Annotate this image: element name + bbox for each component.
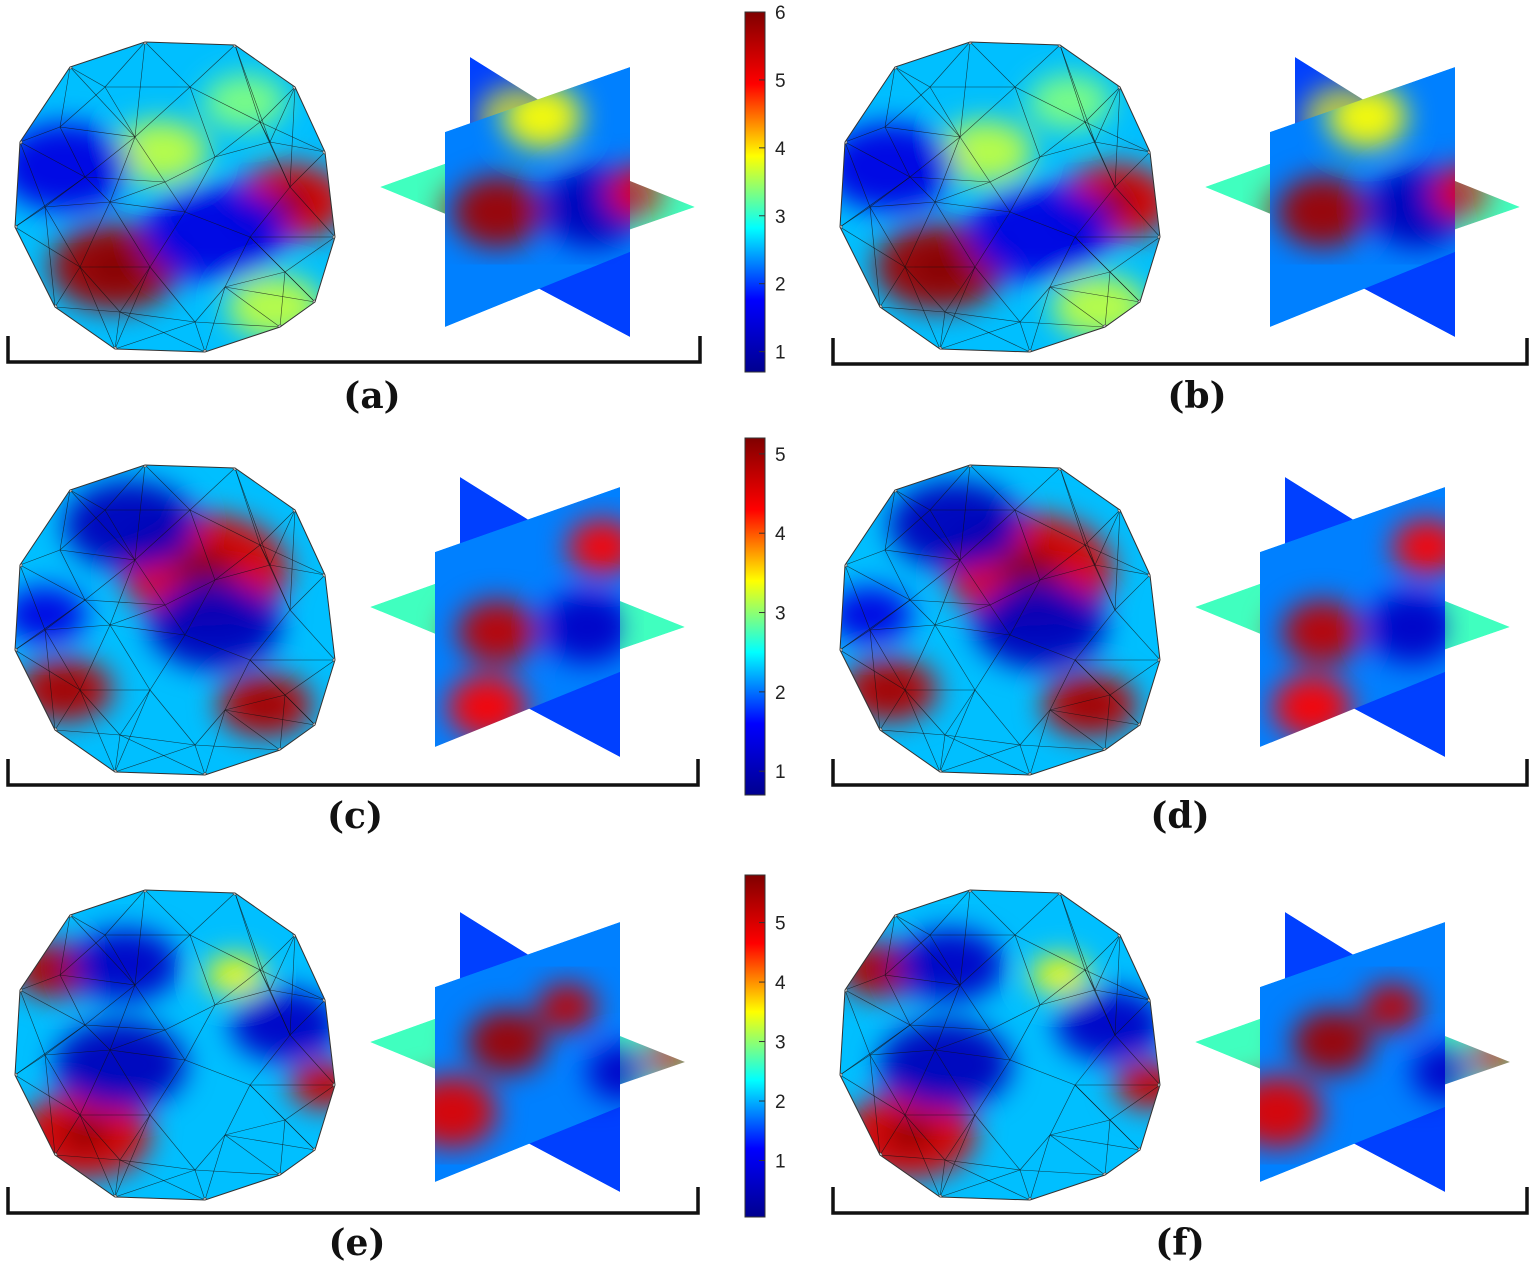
field-spot [1056,989,1160,1061]
sphere-mesh-2 [14,464,336,776]
volume-slices-1 [1205,57,1520,337]
field-spot [840,123,956,211]
volume-slices-3 [1195,477,1510,757]
field-spot [1030,955,1090,995]
colorbar-tick-label: 2 [775,683,786,704]
panel-brace [831,759,1529,787]
field-spot [205,955,265,995]
vol-front-slice [445,67,630,327]
colorbar-gradient [744,874,766,1218]
colorbar-gradient [744,11,766,373]
field-spot [15,123,131,211]
sphere-mesh-4 [14,889,336,1201]
sphere-mesh-3 [839,464,1161,776]
sphere-mesh-5 [839,889,1161,1201]
panel-label-d: (d) [1150,795,1210,837]
panel-label-b: (b) [1167,375,1227,417]
field-spot [896,929,1004,1001]
field-spot [149,581,281,669]
field-spot [203,74,287,130]
field-spot [143,184,287,280]
field-spot [54,1021,186,1109]
sphere-mesh-0 [14,41,336,353]
field-spot [64,481,196,569]
panel-brace [831,1187,1529,1215]
colorbar-tick-label: 1 [775,1151,786,1172]
colorbar-tick-label: 4 [775,524,786,545]
colorbar-tick-label: 5 [775,71,786,92]
colorbar-tick-label: 2 [775,275,786,296]
panel-label-a: (a) [343,375,401,417]
colorbar-tick-label: 2 [775,1092,786,1113]
colorbar-tick-label: 1 [775,343,786,364]
colorbar-tick-label: 3 [775,1033,786,1054]
panel-brace [6,1187,700,1215]
panel-brace [6,759,700,787]
field-spot [840,587,912,643]
panel-label-e: (e) [328,1222,386,1264]
panel-label-c: (c) [327,795,383,837]
field-spot [15,587,87,643]
field-spot [231,989,335,1061]
sphere-mesh-1 [839,41,1161,353]
panel-brace [6,336,702,364]
panel-label-f: (f) [1155,1222,1205,1264]
colorbar-tick-label: 6 [775,3,786,24]
colorbar-gradient [744,437,766,796]
field-spot [889,481,1021,569]
vol-front-slice [1270,67,1455,327]
field-spot [1028,74,1112,130]
volume-slices-0 [380,57,695,337]
vol-front-slice [1260,922,1445,1182]
colorbar-tick-label: 5 [775,445,786,466]
colorbar-tick-label: 1 [775,762,786,783]
colorbar-tick-label: 4 [775,973,786,994]
colorbar-tick-label: 3 [775,604,786,625]
field-spot [974,581,1106,669]
field-spot [968,184,1112,280]
colorbar-3: 1 2 3 4 5 [744,874,786,1218]
colorbar-tick-label: 5 [775,914,786,935]
colorbar-2: 1 2 3 4 5 [744,437,786,796]
colorbar-tick-label: 3 [775,207,786,228]
vol-front-slice [435,487,620,747]
colorbar-1: 1 2 3 4 5 6 [744,3,786,373]
field-spot [71,929,179,1001]
volume-slices-5 [1195,912,1510,1192]
colorbar-tick-label: 4 [775,139,786,160]
volume-slices-2 [370,477,685,757]
volume-slices-4 [370,912,685,1192]
panel-brace [831,338,1529,366]
vol-front-slice [435,922,620,1182]
field-spot [879,1021,1011,1109]
